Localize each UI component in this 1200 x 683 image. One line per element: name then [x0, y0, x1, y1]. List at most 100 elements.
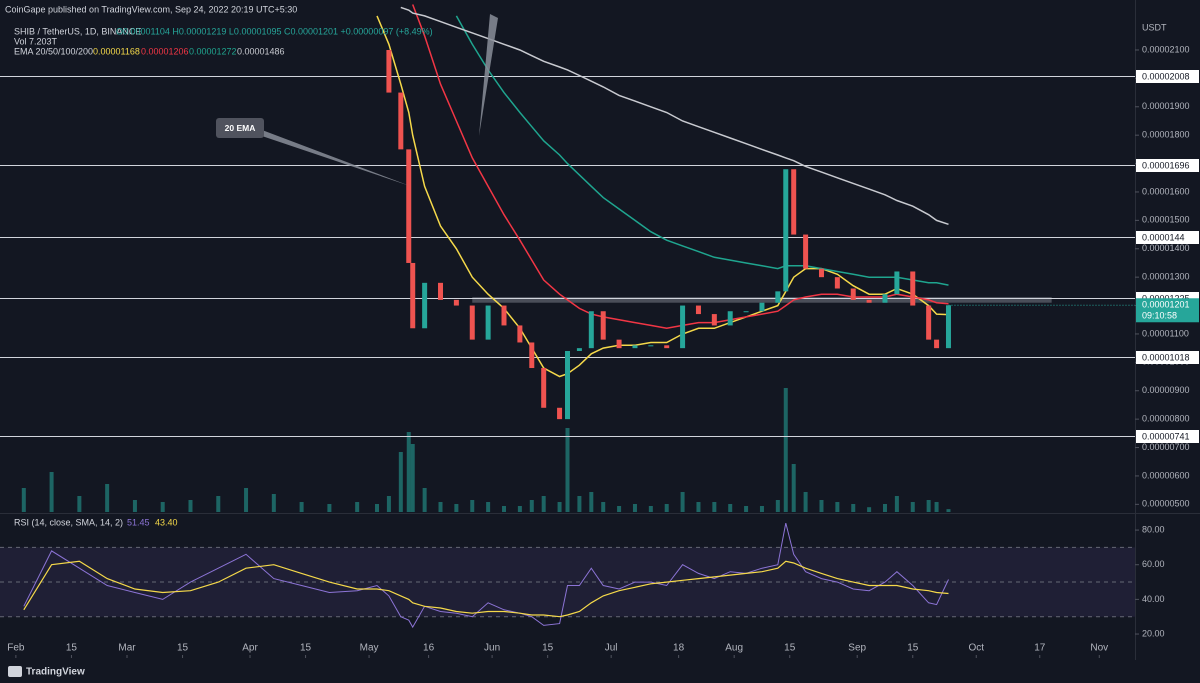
- candle: [469, 305, 475, 340]
- y-tick-label: 0.00000700: [1142, 442, 1190, 452]
- level-label-box: [1136, 231, 1199, 244]
- volume-bar: [486, 502, 491, 512]
- x-tick-label: Nov: [1090, 643, 1108, 654]
- volume-bar: [664, 504, 669, 512]
- candle: [398, 92, 404, 150]
- candle: [453, 299, 459, 306]
- volume-bar: [577, 496, 582, 512]
- price-label-box: [1136, 298, 1199, 323]
- ema-line: [376, 15, 949, 378]
- candle: [565, 350, 570, 420]
- y-tick-label: 0.00001300: [1142, 272, 1190, 282]
- volume-bar: [946, 509, 951, 512]
- y-tick-label: 0.00000900: [1142, 385, 1190, 395]
- level-label-box: [1136, 351, 1199, 364]
- annotation: 20 EMA: [225, 123, 256, 133]
- x-tick-label: 15: [907, 643, 919, 654]
- volume-bar: [910, 502, 915, 512]
- level-label: 0.00001696: [1142, 160, 1190, 170]
- ema-value: 0.00001486: [237, 46, 285, 56]
- level-label-box: [1136, 159, 1199, 172]
- footer: [0, 660, 1200, 683]
- brand-logo: [8, 666, 22, 677]
- volume-bar: [696, 502, 701, 512]
- volume-bar: [759, 506, 764, 512]
- ema-line: [400, 6, 949, 226]
- x-tick-label: Aug: [725, 643, 743, 654]
- x-tick-label: Oct: [968, 643, 984, 654]
- volume-bar: [934, 502, 939, 512]
- volume-bar: [105, 484, 110, 512]
- y-tick-label: 0.00001800: [1142, 130, 1190, 140]
- candle: [775, 291, 781, 303]
- volume-bar: [541, 496, 546, 512]
- volume-bar: [49, 472, 54, 512]
- candle: [934, 339, 940, 349]
- volume-bar: [517, 506, 522, 512]
- volume-bar: [648, 506, 653, 512]
- volume-bar: [271, 494, 276, 512]
- level-label-box: [1136, 70, 1199, 83]
- volume-bar: [882, 504, 887, 512]
- volume-bar: [386, 496, 391, 512]
- resistance-zone: [472, 297, 1052, 303]
- volume-bar: [835, 502, 840, 512]
- volume-bar: [327, 504, 332, 512]
- ema-value: 0.00001168: [93, 46, 140, 56]
- x-tick-label: Jul: [605, 643, 618, 654]
- level-label: 0.00001018: [1142, 352, 1190, 362]
- annotation-box: [216, 118, 264, 138]
- ema-value: 0.00001272: [189, 46, 237, 56]
- volume-bar: [728, 504, 733, 512]
- x-tick-label: 15: [542, 643, 554, 654]
- y-tick-label: 0.00002100: [1142, 44, 1190, 54]
- rsi-tick-label: 60.00: [1142, 559, 1165, 569]
- volume-bar: [375, 504, 380, 512]
- rsi-tick-label: 20.00: [1142, 628, 1165, 638]
- volume-bar: [502, 506, 507, 512]
- volume-bar: [216, 496, 221, 512]
- y-tick-label: 0.00001400: [1142, 243, 1190, 253]
- volume-bar: [712, 502, 717, 512]
- volume-bar: [680, 492, 685, 512]
- rsi-sma-value: 43.40: [155, 517, 178, 527]
- level-label-box: [1136, 430, 1199, 443]
- candle: [529, 342, 535, 369]
- candle: [406, 149, 412, 263]
- x-tick-label: 15: [177, 643, 189, 654]
- candle: [588, 311, 594, 349]
- volume-bar: [775, 500, 780, 512]
- y-tick-label: 0.00001600: [1142, 186, 1190, 196]
- pointer-arrow: [479, 14, 498, 136]
- volume-bar: [160, 502, 165, 512]
- volume-bar: [77, 496, 82, 512]
- x-tick-label: Jun: [484, 643, 500, 654]
- candle: [600, 311, 606, 340]
- ohlc: O0.00001104 H0.00001219 L0.00001095 C0.0…: [116, 26, 433, 36]
- level-label: 0.00000741: [1142, 431, 1190, 441]
- volume-bar: [529, 500, 534, 512]
- candle: [576, 348, 582, 351]
- currency: USDT: [1142, 22, 1167, 32]
- volume-bar: [438, 502, 443, 512]
- candle: [727, 311, 733, 326]
- rsi-value: 51.45: [127, 517, 150, 527]
- volume-bar: [617, 506, 622, 512]
- candle: [386, 49, 392, 93]
- candle: [680, 305, 686, 349]
- candle: [791, 169, 797, 235]
- candle: [422, 282, 428, 329]
- volume-bar: [299, 502, 304, 512]
- volume-bar: [851, 504, 856, 512]
- volume-bar: [21, 488, 26, 512]
- rsi-sma-line: [23, 560, 949, 618]
- candle: [485, 305, 491, 340]
- volume-bar: [589, 492, 594, 512]
- level-label: 0.00002008: [1142, 71, 1190, 81]
- candle: [803, 234, 809, 269]
- y-tick-label: 0.00000800: [1142, 414, 1190, 424]
- x-tick-label: 15: [66, 643, 78, 654]
- volume-bar: [791, 464, 796, 512]
- y-tick-label: 0.00001100: [1142, 328, 1189, 338]
